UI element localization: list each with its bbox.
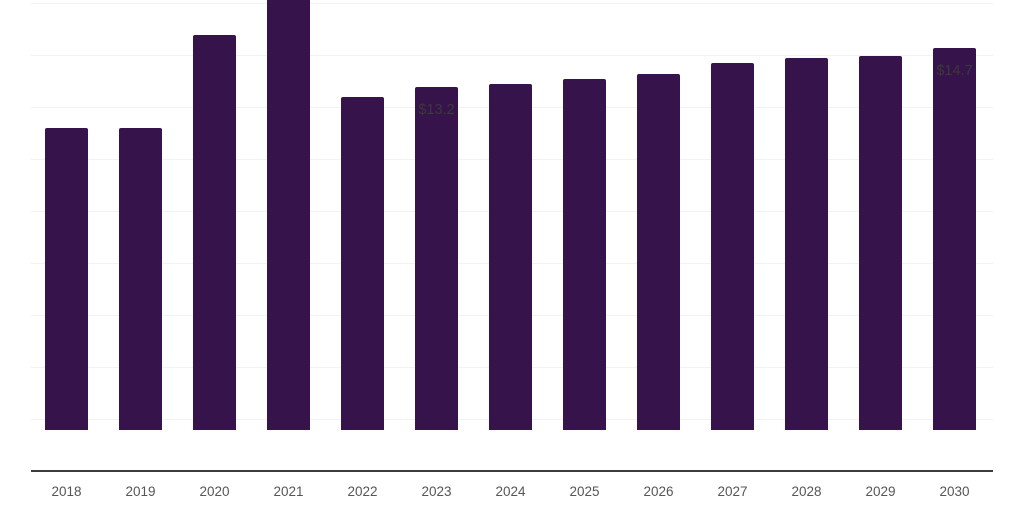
bar-2024[interactable] bbox=[489, 84, 532, 430]
bar-2021[interactable] bbox=[267, 0, 310, 430]
x-axis-tick-label-2018: 2018 bbox=[51, 484, 82, 499]
bar-value-label-2023: $13.2 bbox=[418, 101, 455, 118]
bar-2025[interactable] bbox=[563, 79, 606, 430]
bar-2027[interactable] bbox=[711, 63, 754, 430]
x-axis-line bbox=[31, 470, 993, 472]
x-axis-tick-label-2030: 2030 bbox=[939, 484, 970, 499]
x-axis-tick-label-2025: 2025 bbox=[569, 484, 600, 499]
x-axis-tick-label-2027: 2027 bbox=[717, 484, 748, 499]
plot-area bbox=[45, 0, 976, 430]
bar-2026[interactable] bbox=[637, 73, 680, 430]
x-axis-tick-label-2023: 2023 bbox=[421, 484, 452, 499]
x-axis-tick-label-2021: 2021 bbox=[273, 484, 304, 499]
bar-2022[interactable] bbox=[341, 97, 384, 430]
bar-2029[interactable] bbox=[859, 55, 902, 430]
bar-2020[interactable] bbox=[193, 34, 236, 430]
x-axis-tick-label-2019: 2019 bbox=[125, 484, 156, 499]
x-axis-tick-label-2026: 2026 bbox=[643, 484, 674, 499]
x-axis-tick-label-2022: 2022 bbox=[347, 484, 378, 499]
x-axis-tick-label-2024: 2024 bbox=[495, 484, 526, 499]
bar-2030[interactable] bbox=[933, 47, 976, 430]
x-axis-tick-label-2020: 2020 bbox=[199, 484, 230, 499]
bar-value-label-2030: $14.7 bbox=[936, 62, 973, 79]
x-axis-tick-label-2029: 2029 bbox=[865, 484, 896, 499]
bar-2018[interactable] bbox=[45, 128, 88, 430]
bar-2028[interactable] bbox=[785, 58, 828, 430]
bar-2019[interactable] bbox=[119, 128, 162, 430]
x-axis-tick-label-2028: 2028 bbox=[791, 484, 822, 499]
bar-2023[interactable] bbox=[415, 86, 458, 430]
